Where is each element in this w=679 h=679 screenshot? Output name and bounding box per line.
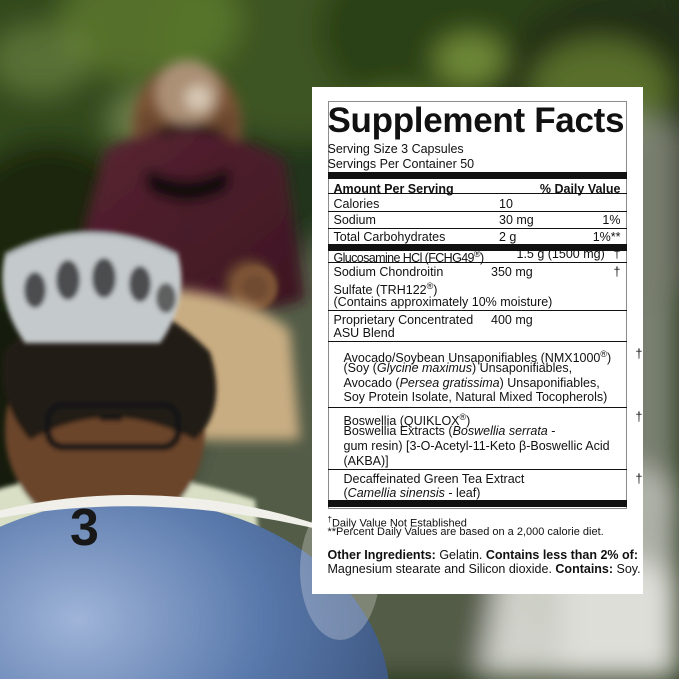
svg-text:3: 3 — [70, 499, 99, 557]
